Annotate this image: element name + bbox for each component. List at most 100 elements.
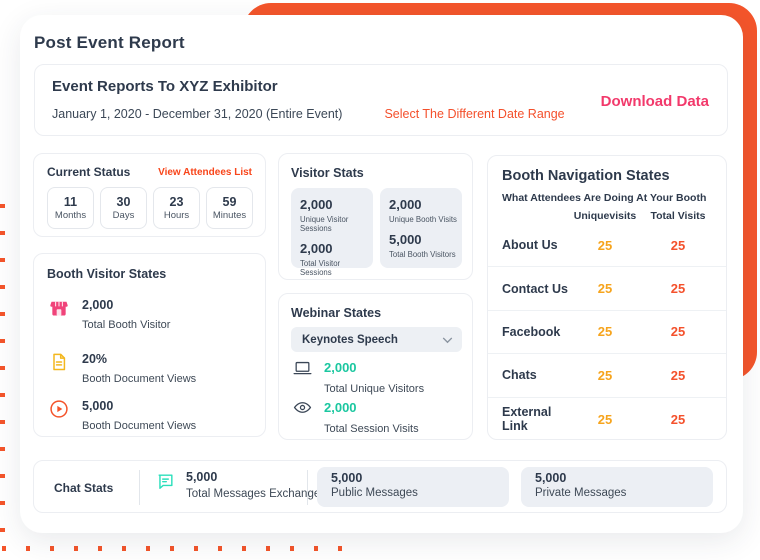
chevron-down-icon xyxy=(442,331,453,349)
countdown-box-days: 30 Days xyxy=(100,187,147,229)
report-panel: Post Event Report Event Reports To XYZ E… xyxy=(20,15,743,533)
row-label: About Us xyxy=(502,238,558,253)
stat-label: Public Messages xyxy=(331,487,418,499)
stat-total-unique-visitors: 2,000 Total Unique Visitors xyxy=(293,360,424,395)
chat-icon xyxy=(156,472,175,500)
countdown-box-months: 11 Months xyxy=(47,187,94,229)
row-unique-value: 25 xyxy=(597,281,613,297)
hours-label: Hours xyxy=(163,210,190,221)
chat-stats-bar: Chat Stats 5,000 Total Messages Exchange… xyxy=(33,460,727,513)
stat-label: Unique Visitor Sessions xyxy=(300,215,349,233)
visitor-stats-box-sessions: 2,000 Unique Visitor Sessions 2,000 Tota… xyxy=(291,188,373,277)
stat-value: 2,000 xyxy=(324,360,357,375)
minutes-value: 59 xyxy=(222,195,237,209)
visitor-stats-box-booth: 2,000 Unique Booth Visits 5,000 Total Bo… xyxy=(380,188,462,268)
stat-label: Total Session Visits xyxy=(324,423,419,435)
minutes-label: Minutes xyxy=(212,210,247,221)
row-total-value: 25 xyxy=(670,411,686,427)
stat-public-messages: 5,000 Public Messages xyxy=(317,467,509,507)
stat-booth-document-views-pct: 20% Booth Document Views xyxy=(49,352,196,385)
stat-value: 5,000 xyxy=(331,471,363,485)
webinar-select-value: Keynotes Speech xyxy=(302,333,398,346)
webinar-select[interactable]: Keynotes Speech xyxy=(291,327,462,352)
stat-value: 5,000 xyxy=(535,471,567,485)
row-label: Chats xyxy=(502,368,537,383)
row-label: Facebook xyxy=(502,324,561,339)
column-uniquevisits: Uniquevisits xyxy=(573,210,637,222)
days-label: Days xyxy=(112,210,135,221)
row-total-value: 25 xyxy=(670,281,686,297)
row-label: Contact Us xyxy=(502,281,568,296)
stat-label: Total Messages Exchanged xyxy=(186,488,327,500)
booth-navigation-header-row: Uniquevisits Total Visits xyxy=(488,210,726,222)
webinar-states-card: Webinar States Keynotes Speech 2,000 Tot… xyxy=(278,293,473,440)
row-unique-value: 25 xyxy=(597,411,613,427)
row-total-value: 25 xyxy=(670,367,686,383)
stat-value: 5,000 xyxy=(82,399,114,413)
page-title: Post Event Report xyxy=(34,33,185,52)
nav-row-about-us: About Us 25 25 xyxy=(488,224,726,268)
download-data-button[interactable]: Download Data xyxy=(600,93,709,110)
stat-total-booth-visitor: 2,000 Total Booth Visitor xyxy=(49,298,170,331)
booth-visitor-states-title: Booth Visitor States xyxy=(47,267,167,281)
stat-value: 5,000 xyxy=(389,232,422,247)
stat-value: 2,000 xyxy=(300,197,333,212)
stat-label: Total Booth Visitors xyxy=(389,250,456,259)
stat-label: Total Unique Visitors xyxy=(324,383,425,395)
stat-value: 2,000 xyxy=(300,241,333,256)
decorative-dots-bottom xyxy=(2,546,346,551)
stat-value: 5,000 xyxy=(186,470,218,484)
stat-value: 2,000 xyxy=(82,298,114,312)
row-total-value: 25 xyxy=(670,324,686,340)
stat-label: Total Visitor Sessions xyxy=(300,259,341,277)
countdown-box-minutes: 59 Minutes xyxy=(206,187,253,229)
event-report-header-card: Event Reports To XYZ Exhibitor January 1… xyxy=(34,64,728,136)
stat-booth-document-views: 5,000 Booth Document Views xyxy=(49,399,196,432)
booth-navigation-subtitle: What Attendees Are Doing At Your Booth xyxy=(502,192,707,204)
booth-navigation-title: Booth Navigation States xyxy=(502,168,670,184)
row-unique-value: 25 xyxy=(597,324,613,340)
months-value: 11 xyxy=(63,195,78,209)
row-total-value: 25 xyxy=(670,237,686,253)
stat-label: Unique Booth Visits xyxy=(389,215,457,224)
webinar-states-title: Webinar States xyxy=(291,306,382,320)
select-date-range-link[interactable]: Select The Different Date Range xyxy=(384,107,565,121)
nav-row-chats: Chats 25 25 xyxy=(488,354,726,398)
row-label: External Link xyxy=(502,405,552,434)
visitor-stats-card: Visitor Stats 2,000 Unique Visitor Sessi… xyxy=(278,153,473,280)
divider xyxy=(139,470,140,505)
booth-navigation-states-card: Booth Navigation States What Attendees A… xyxy=(487,155,727,440)
document-icon xyxy=(49,352,69,385)
divider xyxy=(307,470,308,505)
stat-value: 2,000 xyxy=(324,400,357,415)
hours-value: 23 xyxy=(169,195,184,209)
chat-stats-title: Chat Stats xyxy=(54,481,114,495)
nav-row-external-link: External Link 25 25 xyxy=(488,398,726,441)
stat-total-messages-exchanged: 5,000 Total Messages Exchanged xyxy=(156,470,327,500)
stat-label: Total Booth Visitor xyxy=(82,319,171,331)
view-attendees-list-link[interactable]: View Attendees List xyxy=(158,166,252,178)
event-report-title: Event Reports To XYZ Exhibitor xyxy=(52,78,278,95)
column-total-visits: Total Visits xyxy=(650,210,706,222)
stat-label: Booth Document Views xyxy=(82,420,197,432)
visitor-stats-title: Visitor Stats xyxy=(291,166,364,180)
decorative-dots-left xyxy=(0,204,5,544)
laptop-icon xyxy=(293,360,312,382)
nav-row-contact-us: Contact Us 25 25 xyxy=(488,267,726,311)
date-range-text: January 1, 2020 - December 31, 2020 (Ent… xyxy=(52,107,343,121)
stat-label: Booth Document Views xyxy=(82,373,197,385)
countdown-box-hours: 23 Hours xyxy=(153,187,200,229)
booth-icon xyxy=(49,298,69,331)
stat-total-session-visits: 2,000 Total Session Visits xyxy=(293,400,419,435)
days-value: 30 xyxy=(116,195,131,209)
months-label: Months xyxy=(54,210,87,221)
row-unique-value: 25 xyxy=(597,237,613,253)
row-unique-value: 25 xyxy=(597,367,613,383)
current-status-card: Current Status View Attendees List 11 Mo… xyxy=(33,153,266,237)
stat-value: 20% xyxy=(82,352,108,366)
play-icon xyxy=(49,399,69,432)
nav-row-facebook: Facebook 25 25 xyxy=(488,311,726,355)
stat-value: 2,000 xyxy=(389,197,422,212)
stat-label: Private Messages xyxy=(535,487,627,499)
